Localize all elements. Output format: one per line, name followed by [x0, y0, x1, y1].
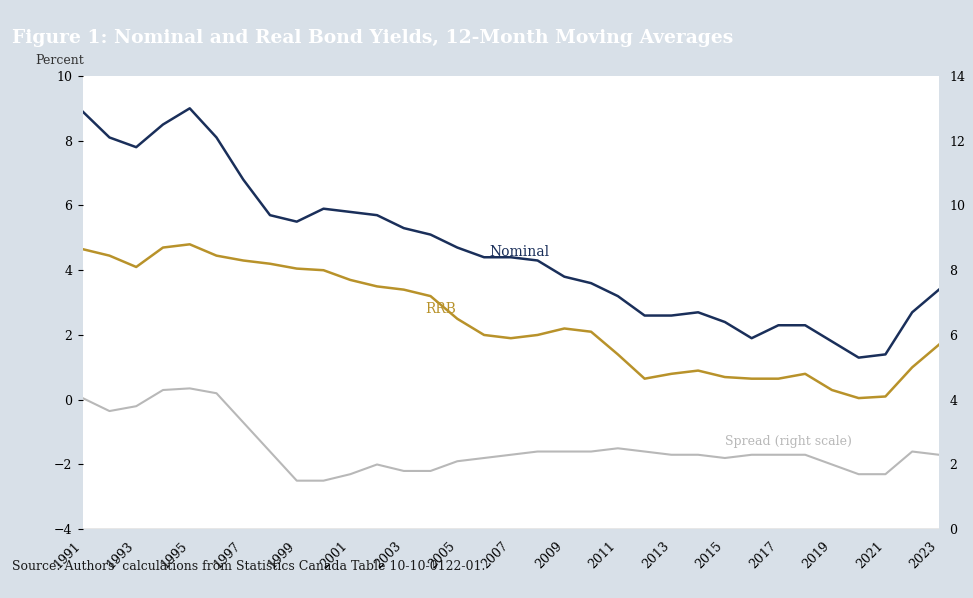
Text: RRB: RRB [425, 302, 456, 316]
Text: Nominal: Nominal [489, 245, 550, 260]
Text: Percent: Percent [36, 54, 85, 67]
Text: Spread (right scale): Spread (right scale) [725, 435, 851, 448]
Text: Figure 1: Nominal and Real Bond Yields, 12-Month Moving Averages: Figure 1: Nominal and Real Bond Yields, … [12, 29, 733, 47]
Text: Source: Authors’ calculations from Statistics Canada Table 10-10-0122-01.: Source: Authors’ calculations from Stati… [12, 560, 486, 573]
